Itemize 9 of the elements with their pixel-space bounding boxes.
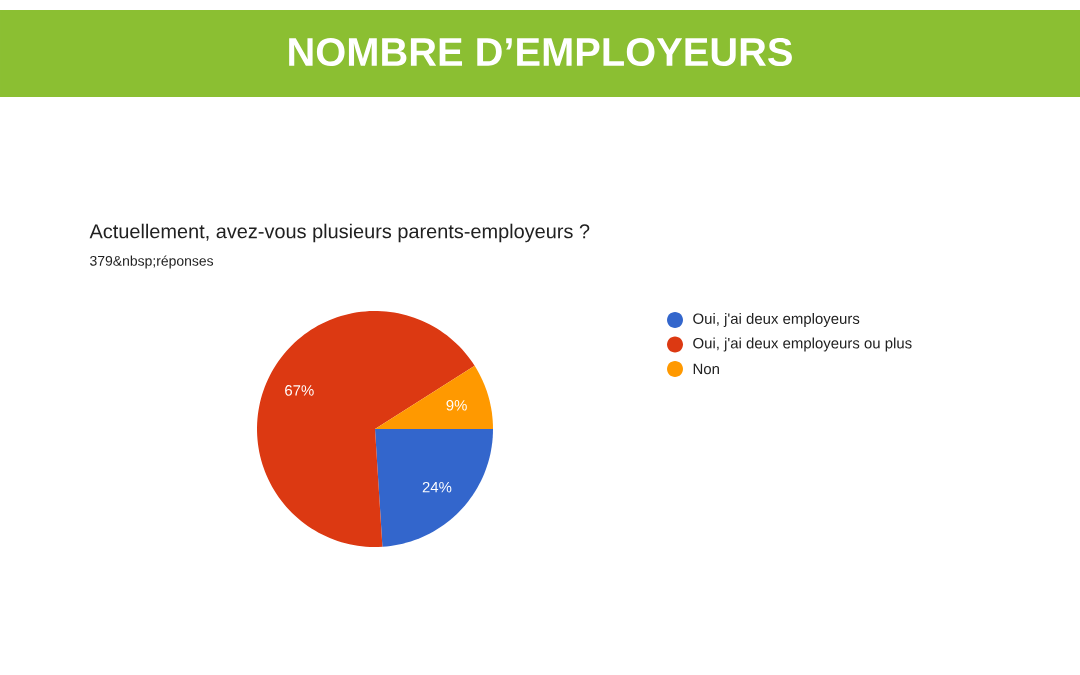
legend-label: Oui, j'ai deux employeurs: [693, 313, 860, 327]
legend-label: Non: [693, 363, 719, 375]
chart-subtitle: Actuellement, avez-vous plusieurs parents-employeurs ?: [89, 223, 590, 243]
chart-title: NOMBRE D’EMPLOYEURS: [289, 37, 792, 67]
legend-label: Oui, j'ai deux employeurs ou plus: [693, 337, 912, 352]
text: 379&nbsp;réponses: [90, 255, 214, 269]
data-label: 24%: [422, 481, 452, 493]
data-label: 9%: [446, 399, 467, 411]
data-label: 67%: [285, 385, 314, 396]
